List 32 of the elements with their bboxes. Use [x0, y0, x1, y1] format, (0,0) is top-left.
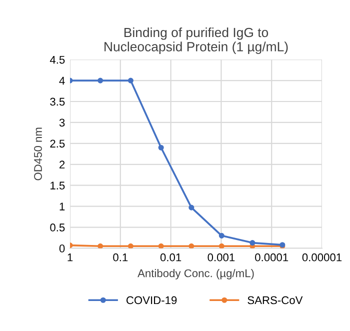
y-tick-label: 4.5 — [50, 56, 65, 64]
point — [188, 204, 194, 210]
y-tick-label: 1 — [60, 202, 65, 210]
x-tick-label: 1 — [68, 254, 73, 262]
chart-title: Binding of purified IgG to Nucleocapsid Protein (1 µg/mL) — [104, 27, 288, 54]
point — [250, 240, 256, 246]
x-axis-title: Antibody Conc. (µg/mL) — [138, 269, 254, 280]
y-axis-title: OD450 nm — [34, 128, 42, 180]
y-tick-label: 3 — [59, 118, 65, 127]
x-tick-label: 0.01 — [160, 253, 182, 262]
y-tick-label: 3.5 — [50, 98, 65, 106]
x-tick-label: 0.00001 — [302, 253, 342, 262]
y-tick-label: 1.5 — [50, 182, 65, 190]
legend-label: COVID-19 — [126, 296, 177, 304]
y-tick-label: 2.5 — [50, 140, 65, 148]
point — [128, 243, 134, 248]
point — [158, 144, 164, 150]
x-tick-label: 0.001 — [208, 253, 235, 262]
y-tick-label: 0 — [59, 244, 65, 252]
y-tick-label: 2 — [60, 160, 65, 168]
point — [128, 78, 134, 84]
point — [158, 243, 164, 248]
y-tick-label: 4 — [59, 76, 65, 85]
point — [218, 243, 224, 248]
y-tick-label: 0.5 — [50, 224, 65, 232]
point — [98, 243, 104, 248]
x-tick-label: 0.0001 — [255, 253, 288, 262]
point — [188, 243, 194, 248]
point — [98, 78, 104, 84]
point — [218, 232, 224, 238]
legend-label: SARS-CoV — [248, 296, 303, 304]
x-tick-label: 0.1 — [113, 253, 128, 262]
